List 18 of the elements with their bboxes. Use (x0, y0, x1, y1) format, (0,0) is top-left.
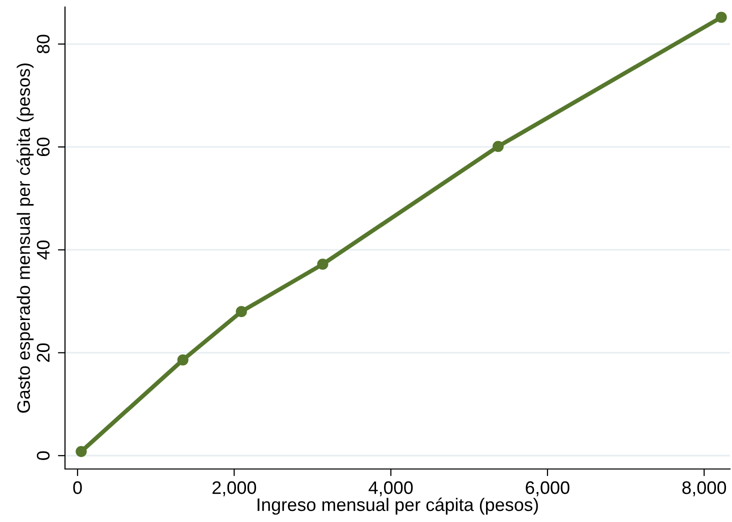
x-tick-label: 0 (73, 481, 82, 494)
x-tick-label: 8,000 (682, 481, 726, 496)
x-tick-label: 4,000 (368, 481, 413, 496)
y-tick-label: 20 (36, 343, 50, 362)
point (716, 12, 727, 23)
point (76, 446, 87, 458)
y-tick-label: 60 (36, 138, 50, 156)
x-axis-title: Ingreso mensual per cápita (pesos) (258, 498, 538, 515)
x-tick-label: 2,000 (212, 481, 256, 496)
point (236, 306, 247, 318)
point (492, 140, 504, 152)
x-tick-label: 6,000 (526, 481, 570, 496)
point (317, 258, 328, 270)
y-tick-label: 40 (36, 240, 50, 260)
point (177, 354, 188, 366)
y-axis-title: Gasto esperado mensual per cápita (pesos) (16, 63, 34, 413)
y-tick-label: 0 (36, 451, 50, 460)
y-tick-label: 80 (36, 34, 50, 54)
